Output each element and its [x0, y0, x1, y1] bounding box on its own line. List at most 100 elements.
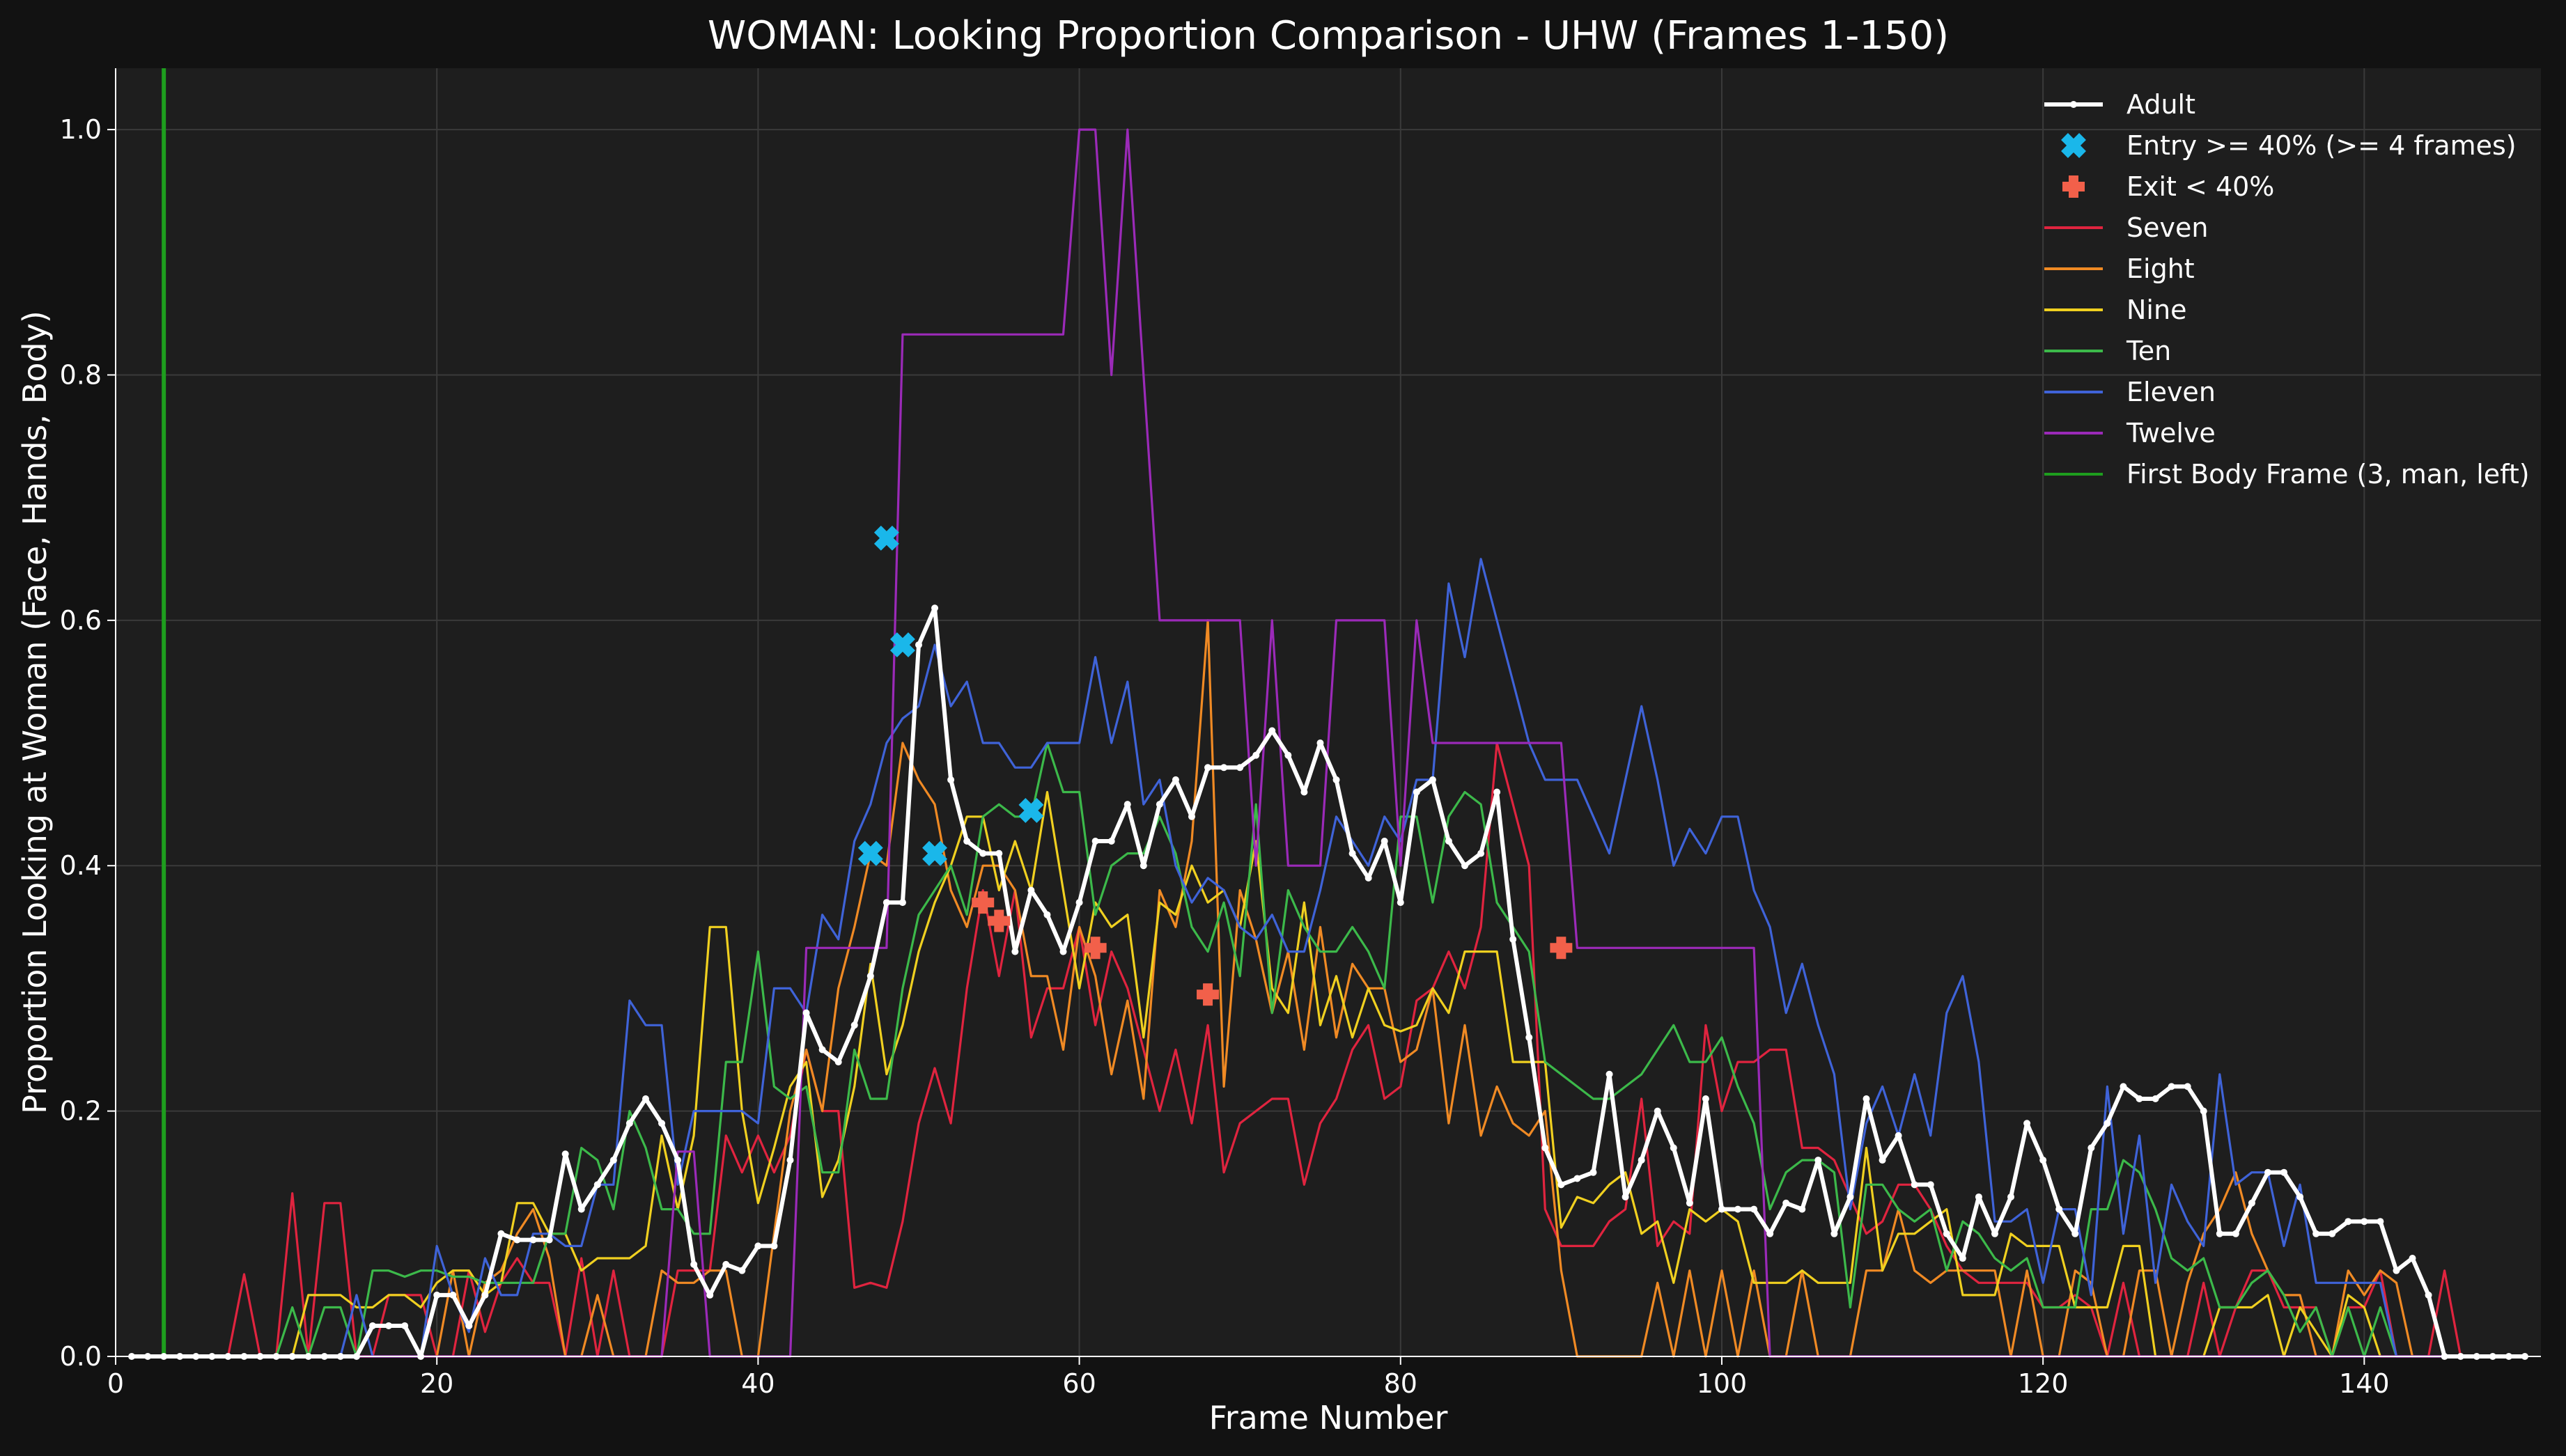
legend-swatch-dot [2070, 101, 2077, 108]
adult-point [1236, 764, 1244, 772]
x-tick-label: 80 [1384, 1368, 1417, 1399]
adult-point [2136, 1095, 2143, 1102]
adult-point [1107, 838, 1115, 845]
adult-point [2200, 1107, 2207, 1115]
adult-point [818, 1046, 826, 1054]
adult-point [1156, 801, 1163, 808]
adult-point [1879, 1157, 1886, 1164]
adult-point [1332, 776, 1340, 783]
adult-point [834, 1058, 842, 1066]
adult-point [2393, 1267, 2400, 1274]
legend-item: Entry >= 40% (>= 4 frames) [2061, 130, 2517, 161]
axes-layer: 0 20 40 60 80 100 120 140 0.0 0.2 0.4 0.6 0.8 1.0 [60, 68, 2541, 1399]
adult-point [561, 1150, 569, 1158]
adult-point [1718, 1205, 1725, 1213]
adult-point [899, 899, 906, 907]
y-tick-label: 0.8 [60, 359, 102, 390]
adult-point [2184, 1083, 2191, 1090]
series-line-eleven [132, 558, 2461, 1358]
x-tick-label: 120 [2018, 1368, 2069, 1399]
adult-point [866, 972, 874, 980]
adult-point [433, 1291, 441, 1299]
adult-point [2312, 1230, 2320, 1237]
legend-swatch [2061, 133, 2086, 158]
adult-point [2345, 1218, 2352, 1226]
adult-point [1541, 1144, 1549, 1152]
adult-point [1268, 727, 1276, 735]
adult-point [754, 1242, 762, 1250]
adult-point [529, 1236, 537, 1244]
adult-point [1589, 1168, 1597, 1176]
legend-item: Seven [2044, 212, 2208, 243]
adult-point [1750, 1205, 1758, 1213]
adult-point [1172, 776, 1179, 783]
adult-point [481, 1291, 489, 1299]
adult-point [1477, 850, 1485, 857]
entry-marker-stroke [857, 840, 883, 866]
legend-label: Ten [2126, 336, 2171, 366]
adult-point [706, 1291, 714, 1299]
entry-marker [857, 840, 883, 866]
adult-point [770, 1242, 778, 1250]
adult-point [593, 1181, 601, 1189]
x-axis-label: Frame Number [1209, 1399, 1448, 1437]
adult-point [882, 899, 890, 907]
adult-point [2120, 1083, 2127, 1090]
adult-point [2296, 1193, 2304, 1200]
exit-marker [972, 891, 995, 914]
legend-item: First Body Frame (3, man, left) [2044, 459, 2530, 490]
entry-marker [922, 840, 947, 866]
adult-point [1252, 751, 1260, 759]
y-tick-label: 1.0 [60, 114, 102, 145]
y-tick-label: 0.0 [60, 1341, 102, 1372]
adult-point [1493, 788, 1501, 796]
adult-point [2152, 1095, 2159, 1102]
legend-swatch [2062, 175, 2085, 198]
adult-point [2328, 1230, 2336, 1237]
y-tick-label: 0.2 [60, 1096, 102, 1127]
legend-label: Adult [2126, 89, 2195, 120]
adult-point [1140, 862, 1147, 870]
y-axis-label: Proportion Looking at Woman (Face, Hands… [16, 311, 54, 1114]
adult-point [2087, 1144, 2095, 1152]
x-tick-label: 20 [420, 1368, 453, 1399]
adult-point [690, 1260, 698, 1268]
adult-point [850, 1021, 858, 1029]
legend-label: Entry >= 40% (>= 4 frames) [2126, 130, 2517, 161]
series-line-eight [132, 619, 2493, 1358]
adult-point [1830, 1230, 1838, 1237]
adult-point [2007, 1193, 2015, 1200]
adult-point [2216, 1230, 2223, 1237]
adult-point [2425, 1291, 2432, 1299]
adult-point [642, 1095, 649, 1102]
adult-point [2039, 1157, 2047, 1164]
legend-swatch-stroke [2061, 133, 2086, 158]
x-tick-label: 40 [741, 1368, 775, 1399]
adult-point [1220, 764, 1228, 772]
adult-point [1975, 1193, 1982, 1200]
adult-point [449, 1291, 457, 1299]
adult-point [1702, 1095, 1709, 1102]
adult-point [947, 776, 955, 783]
plot-area [116, 68, 2541, 1356]
adult-point [1300, 788, 1308, 796]
x-tick-label: 100 [1697, 1368, 1748, 1399]
adult-point [802, 1009, 810, 1017]
legend-label: Exit < 40% [2126, 171, 2274, 202]
adult-point [1059, 948, 1067, 955]
adult-point [1734, 1205, 1742, 1213]
adult-point [1188, 813, 1195, 820]
adult-point [1654, 1107, 1661, 1115]
legend-item: Adult [2044, 89, 2195, 120]
adult-point [625, 1120, 633, 1127]
adult-point [385, 1322, 393, 1329]
x-tick-label: 140 [2339, 1368, 2390, 1399]
adult-point [1846, 1193, 1854, 1200]
adult-point [1027, 886, 1035, 894]
adult-point [1461, 862, 1469, 870]
legend-label: Eight [2126, 253, 2195, 284]
adult-point [1638, 1157, 1645, 1164]
legend-item: Eleven [2044, 377, 2216, 407]
adult-point [1959, 1255, 1966, 1262]
